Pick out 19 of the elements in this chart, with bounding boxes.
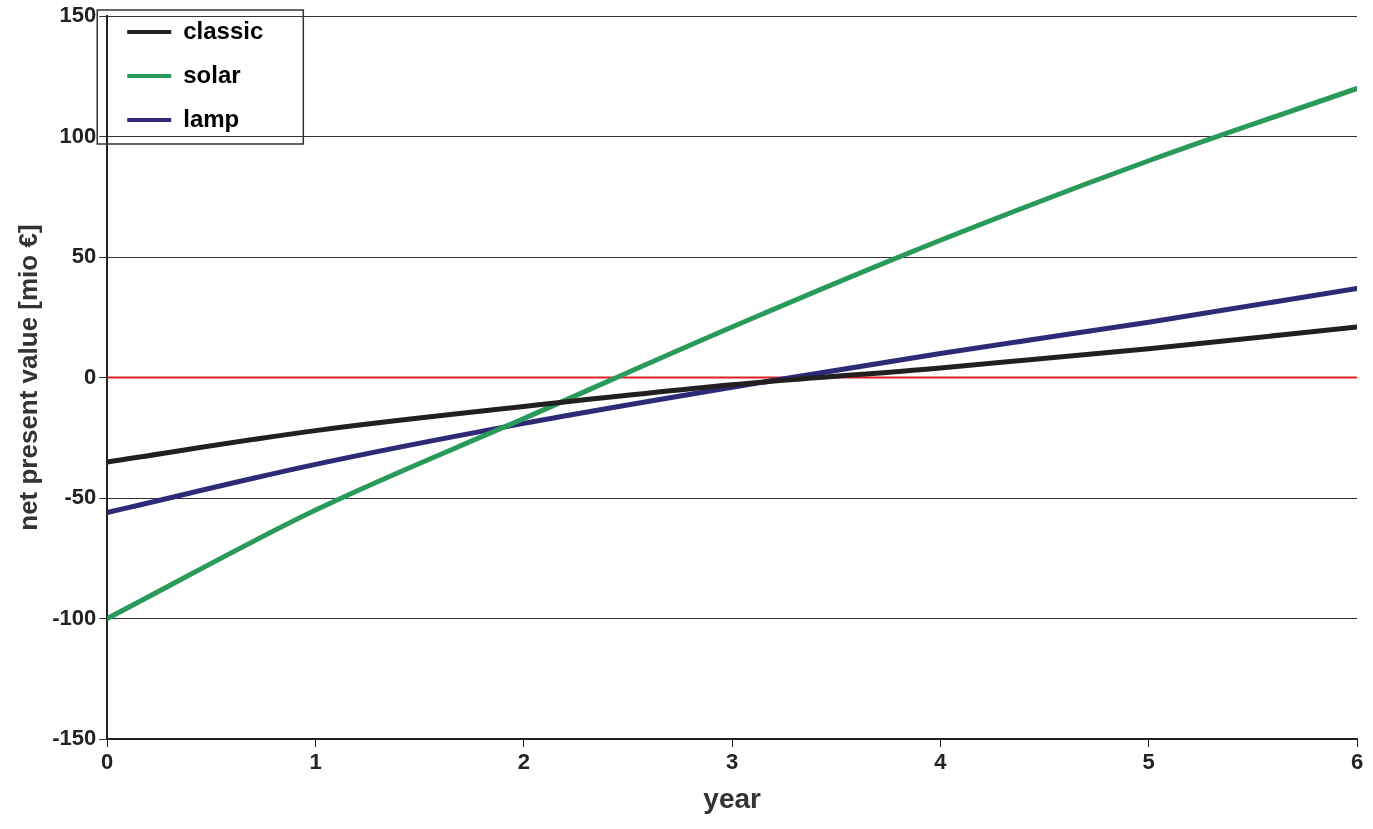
x-tick-label: 2 [517,749,530,775]
x-tick-label: 3 [725,749,739,775]
y-tick-label: 50 [71,243,97,269]
x-tick-label: 5 [1142,749,1155,775]
y-tick-label: 150 [59,2,97,28]
legend-label: lamp [183,104,240,132]
x-tick-label: 6 [1350,749,1364,775]
x-tick-label: 4 [934,749,948,775]
y-axis-title: net present value [mio €] [12,224,43,531]
y-tick-label: -50 [64,484,97,510]
y-tick-label: -100 [52,604,97,630]
y-tick-label: 100 [59,122,97,148]
y-tick-label: -150 [52,725,97,751]
x-axis-title: year [703,782,762,814]
legend-label: solar [183,60,241,88]
x-tick-label: 1 [309,749,322,775]
y-tick-label: 0 [83,363,97,389]
legend-label: classic [183,16,264,44]
x-tick-label: 0 [101,749,114,775]
